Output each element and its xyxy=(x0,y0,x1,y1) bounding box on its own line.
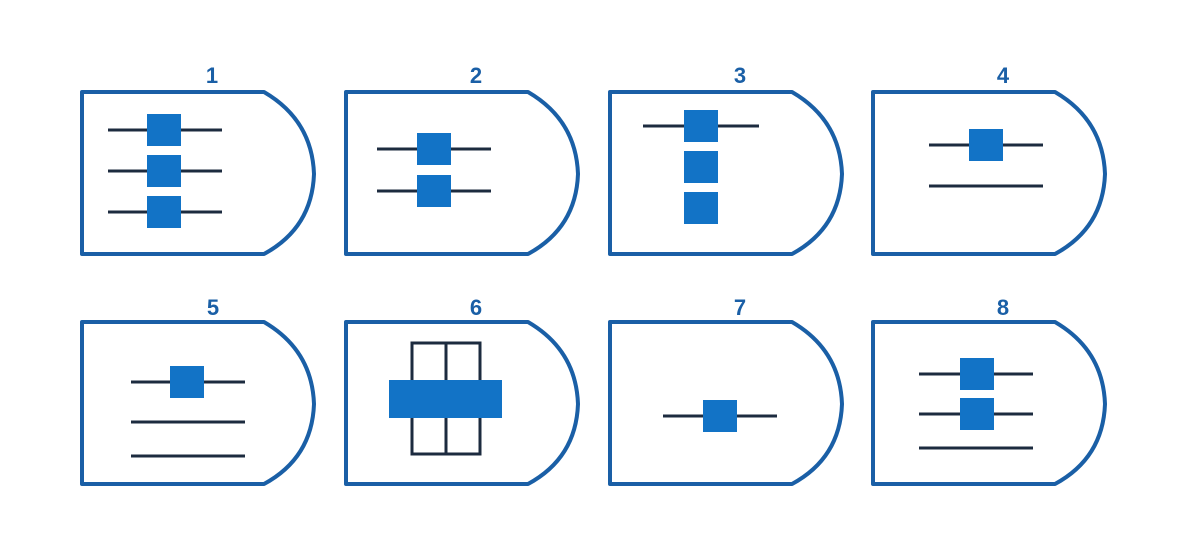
block-1 xyxy=(969,129,1003,161)
two-blocks-on-two-lines-icon xyxy=(377,133,491,207)
three-stacked-blocks-on-one-line-icon xyxy=(643,110,759,224)
cross-bar xyxy=(389,380,502,418)
block-1 xyxy=(960,358,994,390)
cross-bar-with-framed-panes-icon xyxy=(389,341,502,456)
card-outline xyxy=(80,320,316,486)
block-1 xyxy=(417,133,451,165)
block-3 xyxy=(147,196,181,228)
block-1 xyxy=(684,110,718,142)
card-2: 2 xyxy=(344,63,580,256)
card-number: 2 xyxy=(470,63,482,88)
block-2 xyxy=(417,175,451,207)
card-number: 8 xyxy=(997,295,1009,320)
block-2 xyxy=(684,151,718,183)
card-outline xyxy=(608,90,844,256)
card-number: 6 xyxy=(470,295,482,320)
card-8: 8 xyxy=(871,295,1107,486)
card-outline xyxy=(344,90,580,256)
card-number: 4 xyxy=(997,63,1010,88)
block-2 xyxy=(147,155,181,187)
card-outline xyxy=(80,90,316,256)
block-1 xyxy=(147,114,181,146)
card-outline xyxy=(871,90,1107,256)
card-1: 1 xyxy=(80,63,316,256)
block-on-line-over-plain-line-icon xyxy=(929,129,1043,188)
card-3: 3 xyxy=(608,63,844,256)
block-2 xyxy=(960,398,994,430)
card-4: 4 xyxy=(871,63,1107,256)
card-number: 3 xyxy=(734,63,746,88)
block-1 xyxy=(703,400,737,432)
card-number: 5 xyxy=(207,295,219,320)
card-7: 7 xyxy=(608,295,844,486)
card-5: 5 xyxy=(80,295,316,486)
three-blocks-on-three-lines-icon xyxy=(108,114,222,228)
block-3 xyxy=(684,192,718,224)
card-6: 6 xyxy=(344,295,580,486)
block-on-line-over-two-plain-lines-icon xyxy=(131,366,245,458)
single-block-on-line-icon xyxy=(663,400,777,432)
card-number: 7 xyxy=(734,295,746,320)
block-1 xyxy=(170,366,204,398)
two-blocks-on-lines-over-plain-line-icon xyxy=(919,358,1033,450)
card-number: 1 xyxy=(206,63,218,88)
